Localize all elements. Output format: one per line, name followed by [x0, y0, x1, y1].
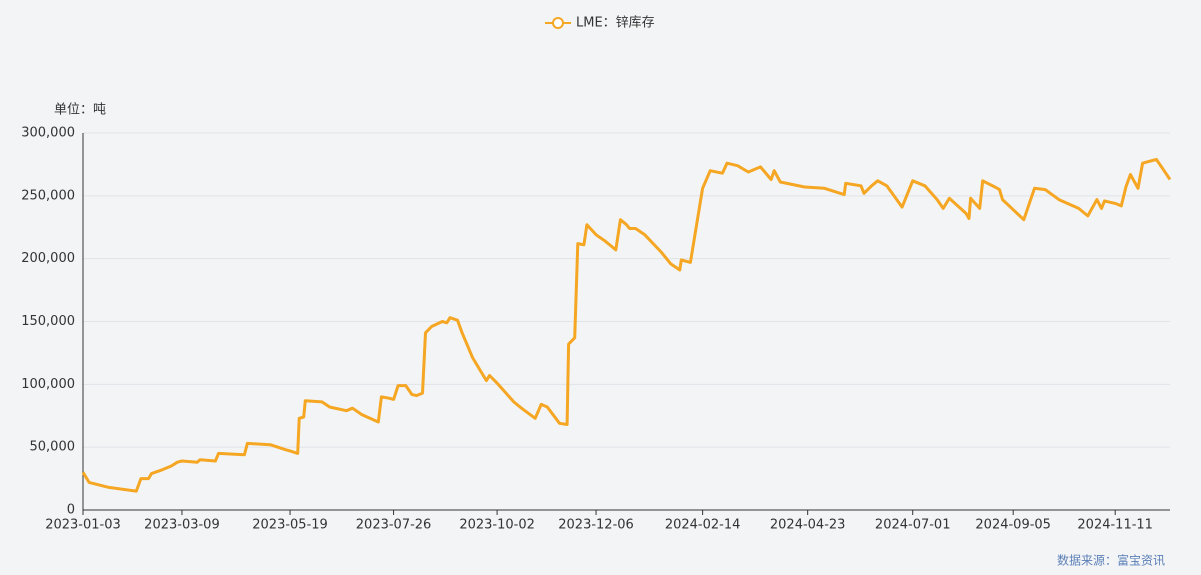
x-tick-label: 2023-05-19 [252, 518, 328, 533]
x-tick-label: 2023-01-03 [45, 518, 121, 533]
y-tick-label: 300,000 [21, 126, 75, 141]
x-tick-label: 2023-03-09 [144, 518, 220, 533]
y-tick-label: 50,000 [30, 440, 76, 455]
y-tick-label: 200,000 [21, 251, 75, 266]
x-tick-label: 2023-07-26 [356, 518, 432, 533]
source: 数据来源：富宝资讯 [1057, 553, 1165, 568]
y-tick-label: 150,000 [21, 314, 75, 329]
legend-marker [552, 17, 564, 29]
x-tick-label: 2024-02-14 [665, 518, 741, 533]
y-tick-label: 0 [67, 503, 75, 518]
unit-label: 单位：吨 [54, 103, 106, 118]
x-tick-label: 2024-09-05 [975, 518, 1051, 533]
legend-label: LME：锌库存 [576, 15, 655, 31]
x-tick-label: 2023-12-06 [558, 518, 634, 533]
y-tick-label: 100,000 [21, 377, 75, 392]
y-tick-label: 250,000 [21, 188, 75, 203]
x-tick-label: 2024-04-23 [770, 518, 846, 533]
line [81, 157, 1172, 493]
x-tick-label: 2024-07-01 [875, 518, 951, 533]
x-tick-label: 2023-10-02 [459, 518, 535, 533]
x-tick-label: 2024-11-11 [1077, 518, 1153, 533]
